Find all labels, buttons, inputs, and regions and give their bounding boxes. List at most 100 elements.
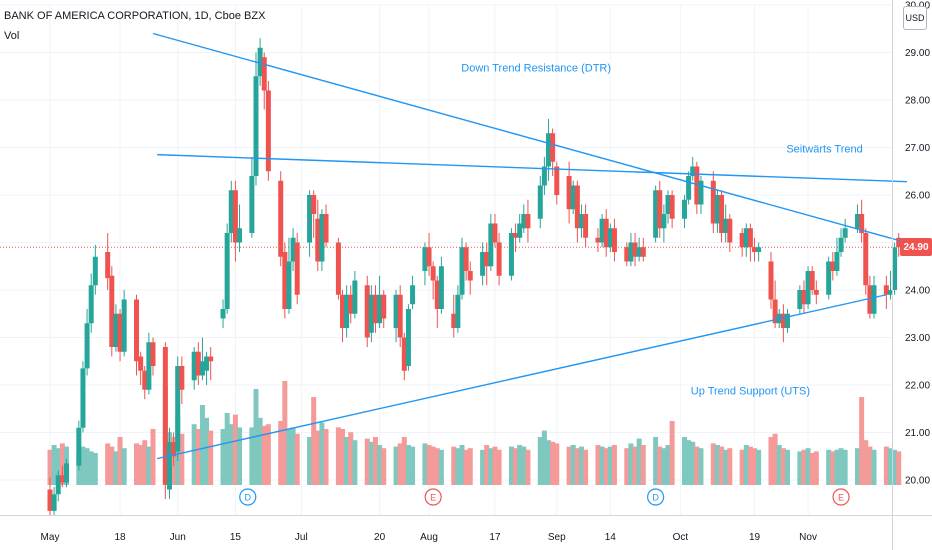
time-tick-label: Aug [420,532,438,543]
candle-body [455,294,461,328]
candle-body [496,242,502,276]
candle-body [368,294,374,333]
volume-bar [694,446,700,485]
dividend-event-marker[interactable]: D [239,488,257,506]
candle-body [780,313,786,328]
candle-body [756,247,762,252]
price-tick-label: 26.00 [905,191,930,202]
volume-bar [340,429,346,485]
price-tick-label: 28.00 [905,96,930,107]
candle-body [863,233,869,286]
volume-bar [801,449,807,485]
volume-bar [719,446,725,485]
candle-body [681,199,687,219]
volume-bar [805,448,811,485]
volume-bar [611,445,617,485]
volume-bar [352,440,358,485]
candle-body [892,247,898,290]
candle-body [611,228,617,252]
volume-bar [661,448,667,485]
volume-bar [739,449,745,485]
earnings-event-marker[interactable]: E [424,488,442,506]
volume-bar [335,427,341,485]
candles [47,38,902,516]
trendlines[interactable]: Down Trend Resistance (DTR) Seitwärts Tre… [152,32,924,460]
candle-body [842,228,848,238]
candle-body [867,285,873,314]
volume-bar [480,449,486,485]
candle-body [253,76,259,176]
volume-bar [628,443,634,485]
volume-indicator-label[interactable]: Vol [4,30,20,42]
volume-bar [401,437,407,485]
candle-body [232,190,238,243]
candle-body [636,247,642,257]
dividend-event-marker[interactable]: D [647,488,665,506]
candle-body [220,309,226,319]
candle-body [195,351,201,376]
candle-body [517,223,523,238]
volume-bar [640,445,646,485]
candle-body [117,313,123,352]
trendline[interactable] [157,153,907,183]
candle-body [492,223,498,243]
volume-bar [624,448,630,485]
candle-body [599,218,605,243]
candle-body [719,195,725,233]
candle-body [282,252,288,309]
volume-bar [772,433,778,485]
volume-bar [813,451,819,485]
candle-body [88,285,94,324]
time-tick-label: 18 [114,532,126,543]
candle-body [228,190,234,233]
candle-body [525,214,531,229]
volume-bar [859,397,865,485]
volume-bar [426,445,432,485]
trendline[interactable] [156,294,887,460]
earnings-event-marker[interactable]: E [832,488,850,506]
volume-bar [784,449,790,485]
last-price-badge: 24.90 [900,238,932,256]
volume-bar [191,424,197,485]
volume-bar [282,381,288,485]
candle-body [508,233,514,276]
candle-body [480,252,486,276]
volume-bar [80,446,86,485]
candle-body [743,228,749,248]
volume-bar [237,427,243,485]
event-label: D [652,493,659,503]
candle-body [883,285,889,295]
volume-bar [492,446,498,485]
candle-body [422,247,428,271]
candle-body [294,242,300,295]
volume-bar [422,443,428,485]
volume-bar [88,451,94,485]
candle-body [179,366,185,390]
candle-body [834,252,840,271]
volume-bar [566,446,572,485]
volume-bar [265,424,271,485]
chart-title: BANK OF AMERICA CORPORATION, 1D, Cboe BZ… [4,10,266,22]
volume-bar [517,445,523,485]
candle-body [550,133,556,162]
candle-body [607,228,613,248]
candle-body [340,294,346,328]
price-tick-label: 22.00 [905,381,930,392]
volume-bar [863,440,869,485]
candle-body [640,247,646,257]
price-tick-label: 23.00 [905,333,930,344]
trendline-annotation: Down Trend Resistance (DTR) [461,63,611,75]
volume-bar [290,427,296,485]
volume-bar [768,437,774,485]
candle-body [80,368,86,428]
volume-bar [55,448,61,485]
currency-button[interactable]: USD [903,6,927,30]
candle-body [826,261,832,295]
trendline[interactable] [152,32,924,248]
volume-bar [488,448,494,485]
volume-bar [892,449,898,485]
volume-bar [871,449,877,485]
